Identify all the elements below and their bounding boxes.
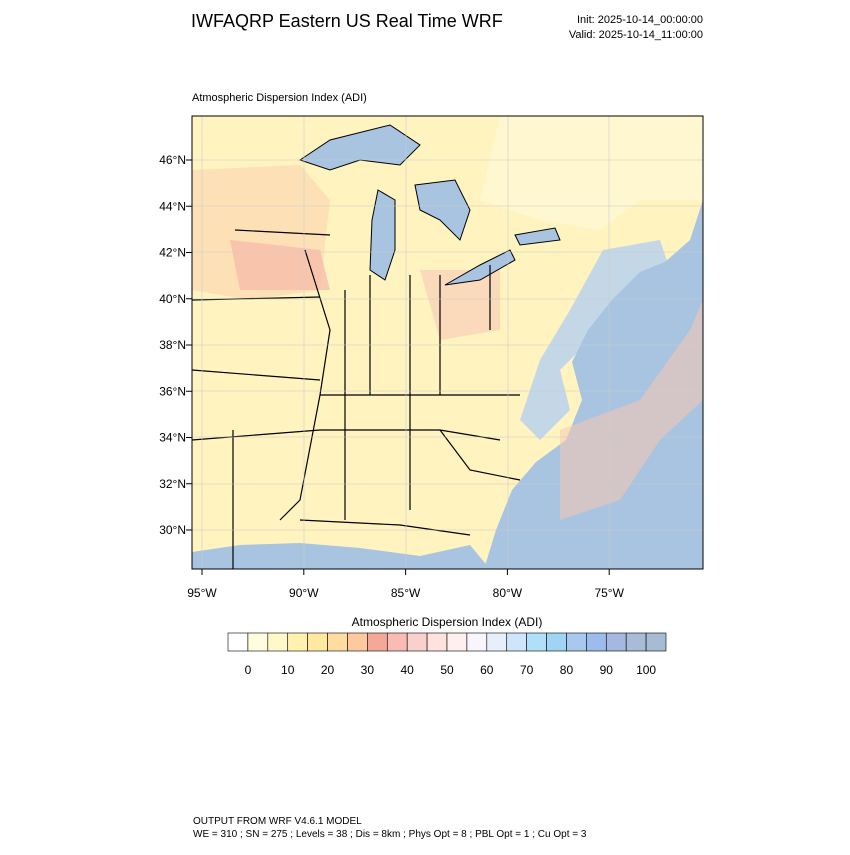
colorbar-tick-label: 80 <box>560 663 574 677</box>
colorbar-box <box>267 632 289 652</box>
colorbar-box <box>645 632 667 652</box>
lake-superior <box>298 124 421 171</box>
footer-line: WE = 310 ; SN = 275 ; Levels = 38 ; Dis … <box>193 829 587 840</box>
lake-ontario <box>514 227 561 246</box>
colorbar-box <box>367 632 388 652</box>
lat-label: 34°N <box>159 431 186 445</box>
init-time: Init: 2025-10-14_00:00:00 <box>577 14 703 26</box>
colorbar-tick-label: 70 <box>520 663 534 677</box>
gulf <box>192 543 490 569</box>
colorbar-box <box>566 632 587 652</box>
lat-label: 38°N <box>159 338 186 352</box>
lat-label: 32°N <box>159 477 186 491</box>
colorbar-tick-label: 50 <box>440 663 454 677</box>
map <box>191 115 704 570</box>
colorbar-box <box>446 632 468 652</box>
lat-label: 44°N <box>159 199 186 213</box>
valid-time: Valid: 2025-10-14_11:00:00 <box>569 29 703 41</box>
colorbar-box <box>506 632 527 652</box>
lake-huron <box>414 179 471 241</box>
title: IWFAQRP Eastern US Real Time WRF <box>191 11 503 31</box>
lake-erie <box>444 249 516 286</box>
colorbar-box <box>247 632 269 652</box>
colorbar-box <box>526 632 547 652</box>
colorbar-tick-label: 40 <box>401 663 415 677</box>
colorbar-box <box>307 632 328 652</box>
colorbar-box <box>327 632 348 652</box>
colorbar-box <box>486 632 508 652</box>
lat-label: 42°N <box>159 246 186 260</box>
colorbar-box <box>227 632 249 652</box>
lon-label: 75°W <box>594 586 624 600</box>
colorbar-box <box>406 632 428 652</box>
colorbar-box <box>586 632 607 652</box>
lat-label: 40°N <box>159 292 186 306</box>
colorbar-tick-label: 90 <box>600 663 614 677</box>
colorbar-box <box>625 632 647 652</box>
colorbar-tick-label: 10 <box>281 663 295 677</box>
footer-line: OUTPUT FROM WRF V4.6.1 MODEL <box>193 816 362 827</box>
ocean <box>484 200 703 569</box>
colorbar-tick-label: 60 <box>480 663 494 677</box>
lake-michigan <box>369 189 396 281</box>
map-frame <box>191 115 704 570</box>
colorbar: 0 10 20 30 40 50 60 70 80 90 100 <box>227 632 667 677</box>
colorbar-box <box>466 632 488 652</box>
colorbar-tick-label: 30 <box>361 663 375 677</box>
lon-label: 90°W <box>289 586 319 600</box>
lon-label: 95°W <box>187 586 217 600</box>
lon-label: 85°W <box>391 586 421 600</box>
colorbar-tick-label: 20 <box>321 663 335 677</box>
colorbar-tick-label: 100 <box>636 663 656 677</box>
colorbar-box <box>347 632 368 652</box>
colorbar-title: Atmospheric Dispersion Index (ADI) <box>352 615 543 629</box>
colorbar-box <box>546 632 567 652</box>
colorbar-box <box>426 632 448 652</box>
colorbar-box <box>386 632 408 652</box>
canada <box>480 116 703 230</box>
colorbar-tick-label: 0 <box>245 663 252 677</box>
lat-label: 30°N <box>159 523 186 537</box>
lon-label: 80°W <box>493 586 523 600</box>
graticule <box>192 116 703 569</box>
state-borders <box>192 229 521 569</box>
colorbar-box <box>287 632 308 652</box>
colorbar-box <box>605 632 627 652</box>
lat-label: 36°N <box>159 384 186 398</box>
map-title: Atmospheric Dispersion Index (ADI) <box>192 92 367 104</box>
high-index-area <box>230 240 330 290</box>
lat-label: 46°N <box>159 153 186 167</box>
ocean-high-index <box>560 300 703 520</box>
